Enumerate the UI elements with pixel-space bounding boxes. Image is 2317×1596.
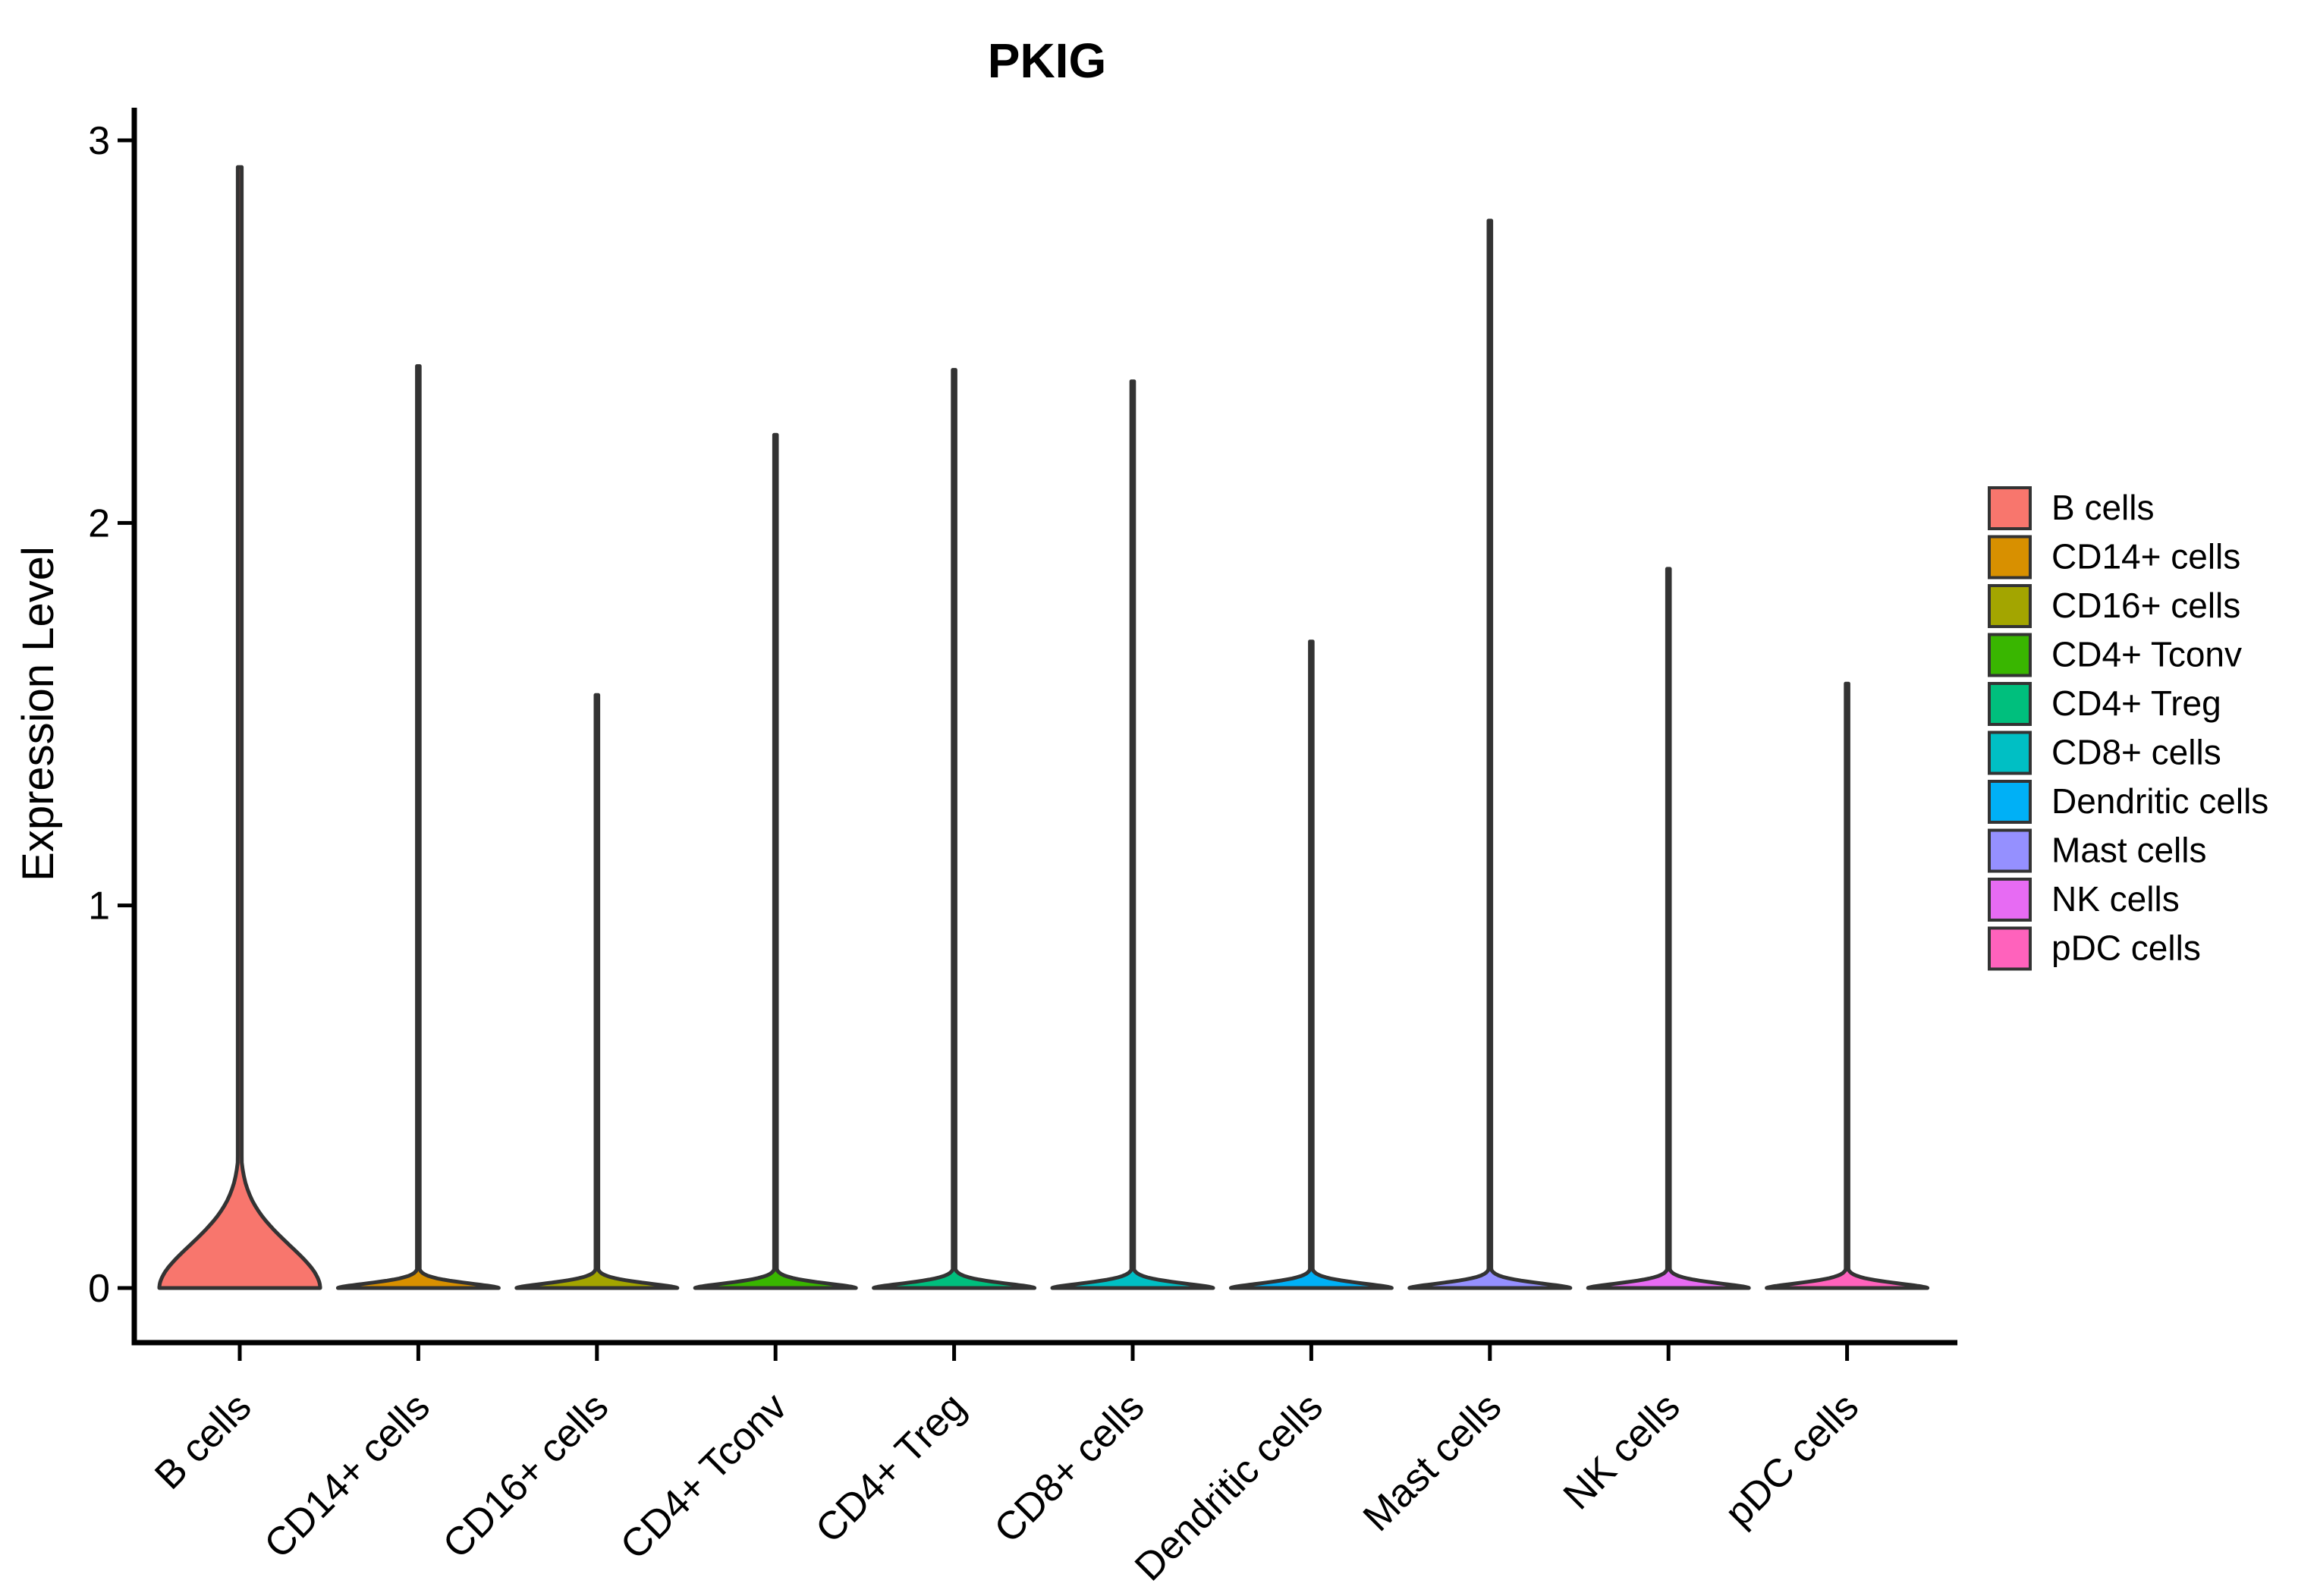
- legend-swatch-cd16plus-cells: [1988, 584, 2032, 628]
- y-tick-label-3: 3: [88, 119, 110, 163]
- legend-swatch-pdc-cells: [1988, 926, 2032, 971]
- y-tick-label-1: 1: [88, 884, 110, 928]
- legend-swatch-cd8plus-cells: [1988, 730, 2032, 775]
- x-tick-label-pdc-cells: pDC cells: [1717, 1384, 1867, 1535]
- x-tick-label-nk-cells: NK cells: [1555, 1384, 1689, 1518]
- legend: B cells CD14+ cells CD16+ cells CD4+ Tconv C…: [1988, 486, 2268, 971]
- legend-label-cd14plus-cells: CD14+ cells: [2051, 537, 2240, 577]
- legend-item-cd4plus-treg: CD4+ Treg: [1988, 682, 2221, 726]
- x-tick-label-cd14plus-cells: CD14+ cells: [256, 1384, 439, 1566]
- legend-item-nk-cells: NK cells: [1988, 878, 2180, 922]
- violin-cd4plus-tconv: [693, 432, 858, 1290]
- legend-item-cd14plus-cells: CD14+ cells: [1988, 535, 2240, 580]
- violin-nk-cells: [1586, 567, 1751, 1290]
- legend-item-cd4plus-tconv: CD4+ Tconv: [1988, 633, 2242, 677]
- axes-group: [131, 108, 1957, 1346]
- legend-label-cd8plus-cells: CD8+ cells: [2051, 733, 2221, 772]
- y-axis-title: Expression Level: [14, 546, 63, 881]
- x-tick-label-dendritic-cells: Dendritic cells: [1127, 1384, 1331, 1589]
- legend-swatch-b-cells: [1988, 486, 2032, 530]
- legend-label-cd4plus-tconv: CD4+ Tconv: [2051, 635, 2242, 674]
- violin-cd16plus-cells: [514, 693, 680, 1290]
- y-axis-ticks: 0 1 2 3: [88, 119, 134, 1311]
- violin-dendritic-cells: [1228, 639, 1394, 1290]
- legend-swatch-nk-cells: [1988, 878, 2032, 922]
- legend-item-dendritic-cells: Dendritic cells: [1988, 780, 2268, 824]
- x-tick-label-cd8plus-cells: CD8+ cells: [986, 1384, 1153, 1551]
- violins-group: [157, 165, 1930, 1290]
- legend-item-cd16plus-cells: CD16+ cells: [1988, 584, 2240, 628]
- legend-swatch-dendritic-cells: [1988, 780, 2032, 824]
- legend-swatch-mast-cells: [1988, 828, 2032, 873]
- legend-label-dendritic-cells: Dendritic cells: [2051, 781, 2268, 821]
- legend-item-pdc-cells: pDC cells: [1988, 926, 2201, 971]
- x-tick-label-cd4plus-tconv: CD4+ Tconv: [612, 1384, 796, 1568]
- violin-cd4plus-treg: [872, 368, 1037, 1290]
- legend-item-b-cells: B cells: [1988, 486, 2154, 530]
- legend-swatch-cd4plus-tconv: [1988, 633, 2032, 677]
- legend-item-mast-cells: Mast cells: [1988, 828, 2206, 873]
- legend-label-nk-cells: NK cells: [2051, 879, 2180, 919]
- violin-pdc-cells: [1765, 681, 1930, 1290]
- chart-title: PKIG: [988, 33, 1106, 88]
- violin-mast-cells: [1407, 218, 1573, 1290]
- violin-cd8plus-cells: [1050, 379, 1215, 1290]
- x-tick-label-cd16plus-cells: CD16+ cells: [435, 1384, 617, 1566]
- x-tick-label-cd4plus-treg: CD4+ Treg: [807, 1384, 974, 1551]
- legend-swatch-cd4plus-treg: [1988, 682, 2032, 726]
- legend-label-cd4plus-treg: CD4+ Treg: [2051, 683, 2221, 723]
- x-tick-label-mast-cells: Mast cells: [1355, 1384, 1510, 1539]
- violin-b-cells: [157, 165, 322, 1290]
- legend-label-mast-cells: Mast cells: [2051, 831, 2206, 870]
- legend-swatch-cd14plus-cells: [1988, 535, 2032, 580]
- legend-label-b-cells: B cells: [2051, 488, 2154, 527]
- violin-cd14plus-cells: [335, 364, 501, 1290]
- y-tick-label-2: 2: [88, 501, 110, 545]
- y-tick-label-0: 0: [88, 1267, 110, 1311]
- x-tick-label-b-cells: B cells: [146, 1384, 259, 1497]
- legend-label-pdc-cells: pDC cells: [2051, 928, 2201, 968]
- legend-label-cd16plus-cells: CD16+ cells: [2051, 586, 2240, 625]
- legend-item-cd8plus-cells: CD8+ cells: [1988, 730, 2221, 775]
